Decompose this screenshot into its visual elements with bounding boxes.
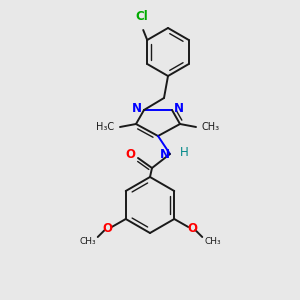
Text: N: N [132,103,142,116]
Text: O: O [187,221,197,235]
Text: N: N [174,103,184,116]
Text: O: O [103,221,113,235]
Text: CH₃: CH₃ [204,236,221,245]
Text: CH₃: CH₃ [202,122,220,132]
Text: N: N [160,148,170,160]
Text: Cl: Cl [136,10,148,23]
Text: H: H [180,146,189,158]
Text: CH₃: CH₃ [79,236,96,245]
Text: H₃C: H₃C [96,122,114,132]
Text: O: O [125,148,135,160]
